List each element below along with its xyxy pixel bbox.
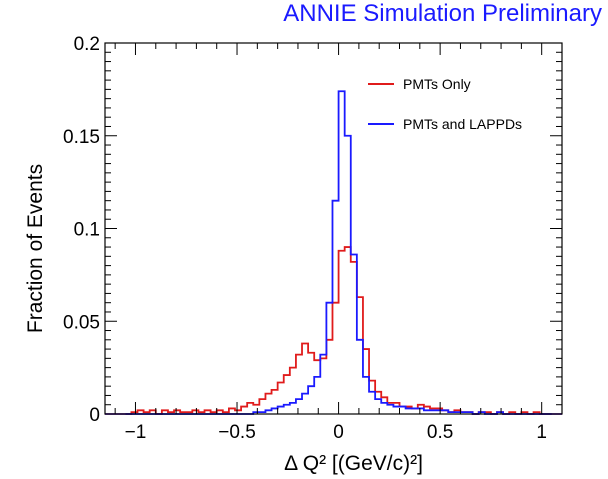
y-tick-label: 0 — [89, 405, 100, 426]
y-tick-label: 0.05 — [63, 312, 100, 333]
x-tick-label: 1 — [536, 422, 547, 443]
y-axis-title: Fraction of Events — [24, 164, 47, 333]
x-tick-label: −1 — [125, 422, 147, 443]
series-layer — [105, 91, 562, 414]
x-axis-title: Δ Q² [(GeV/c)²] — [284, 452, 423, 475]
plot-frame — [105, 43, 562, 414]
series-line-pmts-only — [125, 247, 552, 414]
x-tick-label: −0.5 — [218, 422, 256, 443]
x-tick-label: 0 — [333, 422, 344, 443]
y-tick-label: 0.2 — [74, 34, 100, 55]
legend-label: PMTs and LAPPDs — [403, 116, 522, 132]
legend: PMTs Only PMTs and LAPPDs — [368, 76, 522, 132]
legend-label: PMTs Only — [403, 76, 471, 92]
x-tick-label: 0.5 — [427, 422, 453, 443]
y-tick-label: 0.15 — [63, 127, 100, 148]
y-tick-label: 0.1 — [74, 220, 100, 241]
axes: −1 −0.5 0 0.5 1 0 0.05 0.1 0.15 0.2 — [63, 34, 562, 443]
